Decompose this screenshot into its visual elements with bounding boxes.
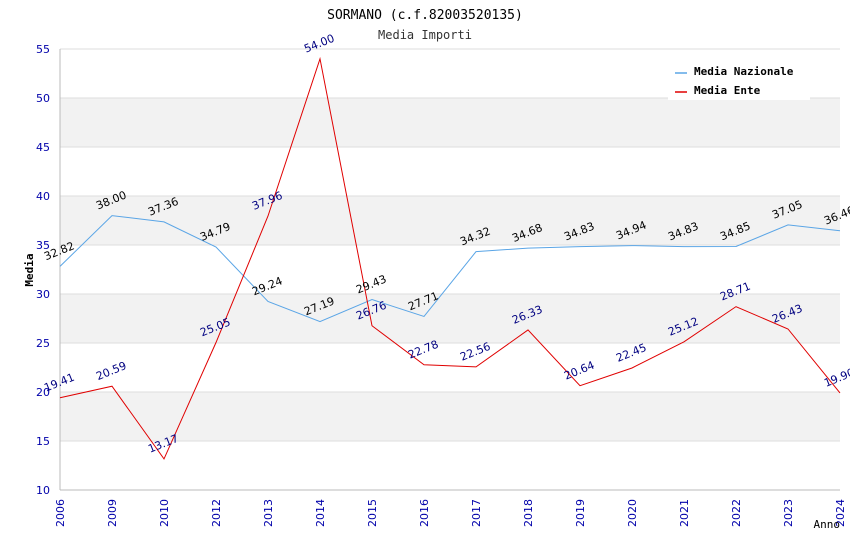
legend-box [668,60,810,100]
x-tick-label: 2016 [418,499,431,527]
y-tick-labels: 10 15 20 25 30 35 40 45 50 55 [36,43,50,497]
grid-band [60,98,840,147]
x-tick-label: 2009 [106,499,119,527]
y-tick-label: 40 [36,190,50,203]
x-tick-label: 2020 [626,499,639,527]
x-tick-label: 2019 [574,499,587,527]
y-tick-label: 50 [36,92,50,105]
y-axis-title: Media [23,253,36,286]
y-tick-label: 10 [36,484,50,497]
legend-label-media-nazionale: Media Nazionale [694,65,794,78]
x-tick-label: 2010 [158,499,171,527]
legend: Media Nazionale Media Ente [668,60,810,100]
grid-band [60,294,840,343]
x-tick-label: 2021 [678,499,691,527]
y-tick-label: 15 [36,435,50,448]
grid-lines [60,48,840,491]
series-line-media-nazionale [59,215,841,323]
y-tick-label: 35 [36,239,50,252]
grid-bands [60,98,840,441]
x-tick-labels: 2006 2009 2010 2012 2013 2014 2015 2016 2017 2018… [54,499,847,527]
y-tick-label: 20 [36,386,50,399]
x-tick-label: 2015 [366,499,379,527]
x-tick-label: 2006 [54,499,67,527]
y-tick-label: 30 [36,288,50,301]
x-tick-label: 2022 [730,499,743,527]
grid-band [60,196,840,245]
chart-subtitle: Media Importi [378,28,472,42]
y-tick-label: 55 [36,43,50,56]
x-tick-label: 2018 [522,499,535,527]
x-tick-label: 2014 [314,499,327,527]
y-tick-label: 45 [36,141,50,154]
x-tick-label: 2013 [262,499,275,527]
legend-label-media-ente: Media Ente [694,84,761,97]
series-line-media-ente [59,56,841,460]
y-tick-label: 25 [36,337,50,350]
x-tick-label: 2023 [782,499,795,527]
x-tick-label: 2017 [470,499,483,527]
chart-title: SORMANO (c.f.82003520135) [327,8,523,23]
x-tick-label: 2012 [210,499,223,527]
grid-band [60,392,840,441]
x-tick-label: 2024 [834,499,847,527]
x-axis-title: Anno [814,518,841,531]
series-lines [59,56,841,460]
